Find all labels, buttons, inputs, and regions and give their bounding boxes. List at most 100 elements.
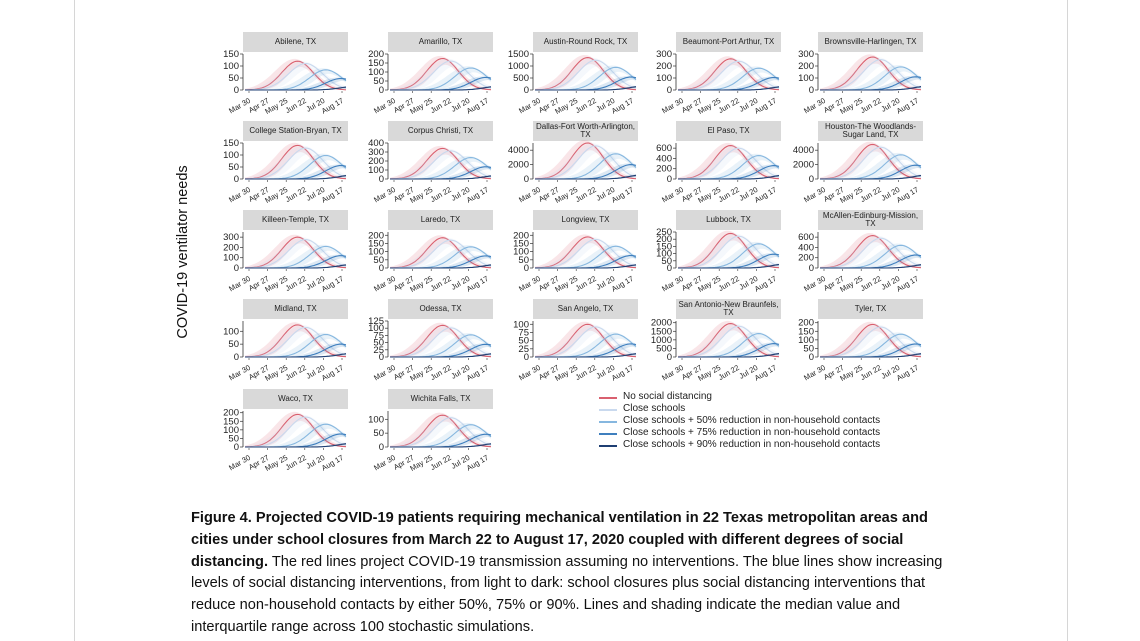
x-tick-label: Aug 17	[895, 274, 920, 294]
y-tick-label: 100	[798, 73, 814, 84]
series-band-0	[390, 235, 491, 268]
legend-item: Close schools + 75% reduction in non-hou…	[599, 427, 919, 439]
series-band-1	[390, 325, 491, 357]
series-line-4	[535, 174, 637, 180]
panel-title: Corpus Christi, TX	[388, 121, 493, 141]
series-line-0	[677, 58, 780, 91]
y-tick-label: 100	[656, 249, 672, 260]
series-band-2	[678, 241, 779, 268]
x-tick-label: Aug 17	[320, 363, 345, 383]
y-tick-label: 400	[368, 138, 384, 149]
series-line-0	[244, 144, 347, 180]
y-tick-label: 500	[656, 343, 672, 354]
series-line-1	[678, 60, 780, 91]
series-band-0	[535, 55, 636, 90]
x-tick-label: Aug 17	[610, 274, 635, 294]
legend-label: Close schools + 90% reduction in non-hou…	[623, 439, 881, 450]
series-line-4	[245, 353, 347, 358]
y-tick-label: 200	[368, 156, 384, 167]
series-band-3	[390, 254, 491, 268]
series-band-1	[390, 237, 491, 268]
y-tick-label: 0	[524, 352, 529, 363]
series-band-2	[245, 332, 346, 357]
y-tick-label: 0	[379, 352, 384, 363]
y-tick-label: 50	[518, 255, 529, 266]
y-tick-label: 150	[798, 326, 814, 337]
series-band-3	[245, 432, 346, 447]
series-line-1	[535, 238, 637, 269]
series-band-0	[245, 58, 346, 90]
x-tick-label: Aug 17	[753, 96, 778, 116]
panel-austin-round-rock-tx: Austin-Round Rock, TX 1500 1000 500 0 Mar 30 A…	[497, 32, 638, 118]
y-tick-label: 25	[373, 345, 384, 356]
y-tick-label: 0	[809, 352, 814, 363]
y-tick-label: 300	[368, 147, 384, 158]
panel-dallas-fort-worth-arlington-tx: Dallas-Fort Worth-Arlington, TX 4000 2000 0…	[497, 121, 638, 207]
series-band-3	[245, 77, 346, 90]
x-tick-label: Aug 17	[895, 185, 920, 205]
panel-wichita-falls-tx: Wichita Falls, TX 100 50 0 Mar 30 Apr 27 May 2…	[352, 389, 493, 475]
series-line-0	[389, 324, 492, 358]
series-line-1	[390, 60, 492, 91]
series-line-0	[819, 235, 922, 269]
series-line-0	[389, 414, 492, 448]
y-tick-label: 1500	[651, 326, 672, 337]
y-tick-label: 50	[518, 336, 529, 347]
y-tick-label: 150	[223, 138, 239, 149]
legend-label: Close schools	[623, 403, 686, 414]
series-band-0	[820, 141, 921, 179]
panel-midland-tx: Midland, TX 100 50 0 Mar 30 Apr 27 May 25 Jun 2…	[207, 299, 348, 385]
panel-odessa-tx: Odessa, TX 125 100 75 50 25 0 Mar 30 Apr 27 May 2…	[352, 299, 493, 385]
series-line-1	[820, 146, 922, 180]
series-line-0	[534, 142, 637, 180]
series-band-3	[390, 343, 491, 357]
legend-label: Close schools + 75% reduction in non-hou…	[623, 427, 881, 438]
x-tick-label: Aug 17	[320, 274, 345, 294]
legend-swatch	[599, 420, 617, 423]
panel-title: San Angelo, TX	[533, 299, 638, 319]
series-line-4	[820, 86, 922, 91]
x-tick-label: Aug 17	[610, 185, 635, 205]
series-band-3	[678, 342, 779, 357]
series-band-0	[245, 234, 346, 268]
x-tick-label: Aug 17	[895, 363, 920, 383]
series-band-0	[390, 322, 491, 357]
y-tick-label: 200	[223, 242, 239, 253]
series-line-0	[389, 147, 492, 180]
y-tick-label: 1000	[508, 61, 529, 72]
legend-swatch	[599, 444, 617, 447]
x-tick-label: Aug 17	[465, 274, 490, 294]
series-band-2	[820, 152, 921, 179]
y-tick-label: 150	[368, 58, 384, 69]
series-band-1	[535, 143, 636, 179]
series-band-2	[820, 65, 921, 90]
x-tick-label: Aug 17	[610, 96, 635, 116]
panel-title: Amarillo, TX	[388, 32, 493, 52]
series-line-0	[245, 60, 347, 91]
y-tick-label: 100	[368, 67, 384, 78]
legend-item: Close schools	[599, 403, 919, 415]
series-band-2	[535, 151, 636, 179]
panel-amarillo-tx: Amarillo, TX 200 150 100 50 0 Mar 30 Apr 27 May …	[352, 32, 493, 118]
y-tick-label: 0	[667, 352, 672, 363]
y-tick-label: 50	[228, 73, 239, 84]
y-tick-label: 150	[223, 49, 239, 60]
series-line-4	[678, 86, 780, 91]
x-tick-label: Aug 17	[465, 453, 490, 473]
y-tick-label: 4000	[508, 145, 529, 156]
y-tick-label: 0	[234, 174, 239, 185]
panel-title: Houston-The Woodlands-Sugar Land, TX	[818, 121, 923, 141]
y-tick-label: 0	[809, 85, 814, 96]
series-band-3	[390, 76, 491, 90]
y-tick-label: 0	[667, 174, 672, 185]
series-band-0	[390, 146, 491, 179]
